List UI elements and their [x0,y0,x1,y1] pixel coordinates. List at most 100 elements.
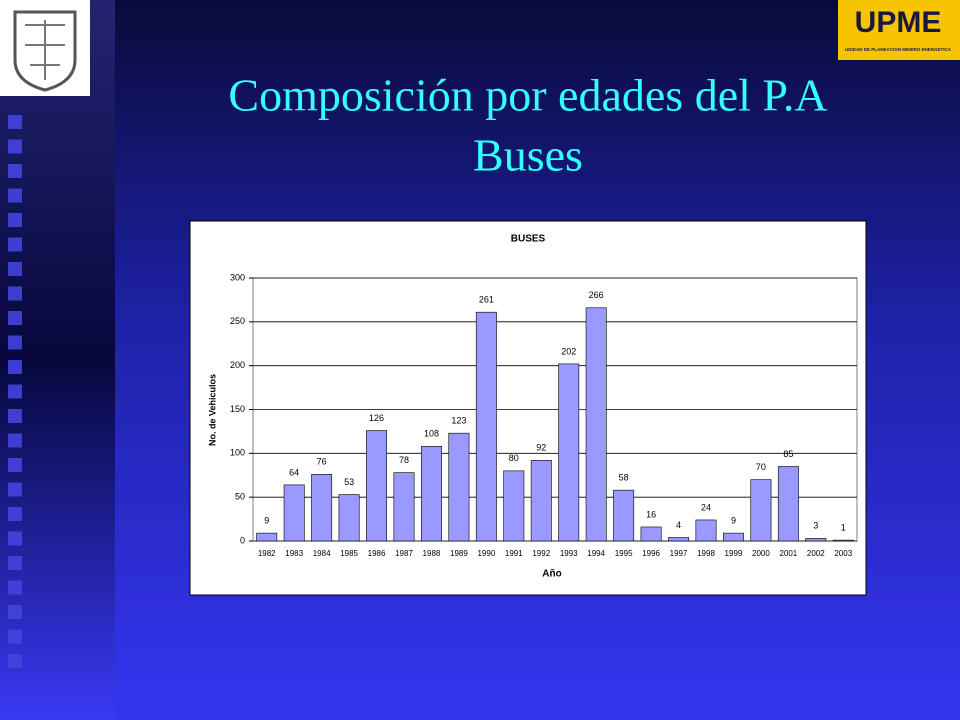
bar [283,484,305,542]
x-tick-label: 1983 [285,549,303,558]
x-tick-label: 1998 [697,549,715,558]
data-label: 108 [424,429,439,439]
square [8,629,22,644]
data-label: 123 [451,416,466,426]
square [8,213,22,227]
data-label: 58 [619,473,629,483]
data-label: 85 [783,449,793,459]
y-axis-label: No. de Vehiculos [207,374,217,446]
square [8,139,22,154]
y-tick-label: 300 [230,272,245,282]
bar [530,460,552,542]
data-label: 78 [399,455,409,465]
bar [832,539,854,542]
square [8,458,22,472]
y-tick-label: 150 [230,404,245,414]
bar [722,532,744,542]
square [8,605,22,619]
square [8,384,22,399]
data-label: 16 [646,509,656,519]
logo-name: UPME [855,6,942,39]
square [8,531,22,546]
square [8,164,22,178]
x-tick-label: 2000 [752,549,770,558]
square [8,188,22,203]
square [8,115,22,129]
x-tick-label: 1985 [340,549,358,558]
data-label: 64 [289,467,299,477]
x-tick-label: 1982 [258,549,276,558]
crest-shield [13,10,77,92]
upme-logo [838,0,960,60]
data-label: 261 [479,295,494,305]
bar [393,472,415,542]
x-tick-label: 1986 [368,549,386,558]
data-label: 202 [561,346,576,356]
bar [448,432,470,542]
x-tick-label: 1988 [423,549,441,558]
data-label: 4 [676,520,681,530]
square [8,654,22,668]
bar [558,363,580,542]
y-tick-label: 200 [230,360,245,370]
x-tick-label: 1997 [670,549,688,558]
data-label: 80 [509,453,519,463]
square-column [8,115,22,668]
bar [475,311,497,542]
square [8,433,22,448]
x-tick-label: 1990 [477,549,495,558]
x-tick-label: 1996 [642,549,660,558]
x-axis-label: Año [542,569,561,580]
x-tick-label: 1995 [615,549,633,558]
x-tick-label: 1994 [587,549,605,558]
data-label: 9 [731,515,736,525]
x-tick-label: 1987 [395,549,413,558]
bar [338,494,360,542]
data-label: 24 [701,502,711,512]
bar [805,538,827,542]
data-label: 92 [536,443,546,453]
x-tick-label: 1993 [560,549,578,558]
x-tick-label: 1989 [450,549,468,558]
x-tick-label: 2003 [834,549,852,558]
x-tick-label: 1999 [725,549,743,558]
square [8,360,22,374]
slide-title: Buses [473,130,583,181]
square [8,409,22,423]
y-tick-label: 50 [235,492,245,502]
crest-detail [25,20,65,80]
square [8,237,22,252]
data-label: 70 [756,462,766,472]
bar [503,470,525,542]
bar [777,466,799,542]
bar [420,446,442,542]
bar [613,489,635,542]
data-label: 9 [264,515,269,525]
data-label: 266 [589,290,604,300]
chart-title: BUSES [511,234,546,245]
bar [256,532,278,542]
x-tick-label: 1984 [313,549,331,558]
bar [640,526,662,542]
data-label: 3 [813,521,818,531]
square [8,335,22,350]
data-label: 1 [841,522,846,532]
data-label: 76 [317,457,327,467]
x-tick-label: 1992 [532,549,550,558]
square [8,262,22,276]
x-tick-label: 1991 [505,549,523,558]
logo-subtitle: UNIDAD DE PLANEACION MINERO ENERGETICA [845,47,952,52]
bar [750,479,772,542]
bar [695,519,717,542]
bar [366,430,388,542]
bar [668,537,690,542]
bar [585,307,607,542]
y-tick-label: 100 [230,448,245,458]
square [8,311,22,325]
bar [311,474,333,542]
data-label: 53 [344,477,354,487]
square [8,556,22,570]
slide-title: Composición por edades del P.A [228,70,827,121]
y-tick-label: 250 [230,316,245,326]
